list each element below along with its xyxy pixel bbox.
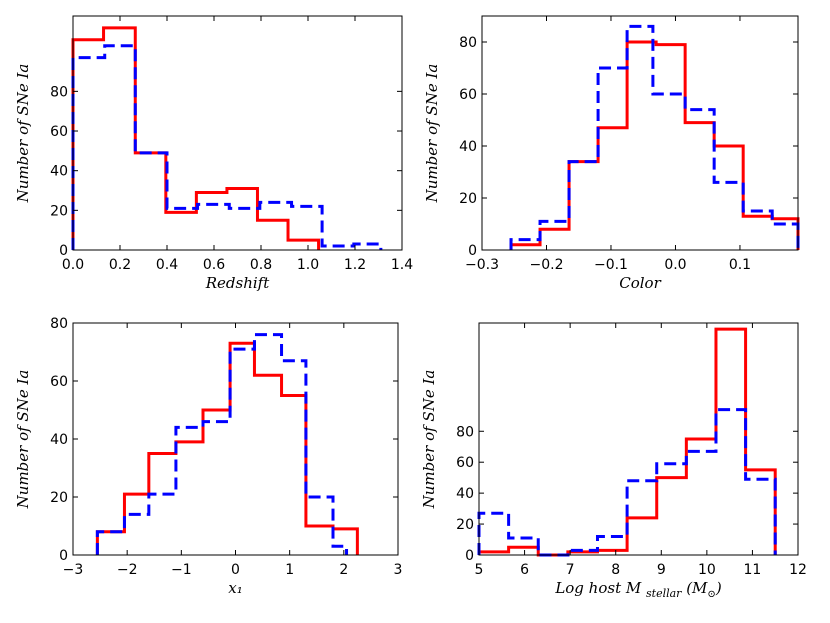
redshift-xtick-label: 0.2 [109,257,131,273]
color-ytick-label: 80 [459,35,477,51]
x1-xlabel: x₁ [228,579,242,597]
host-mass-ytick-label: 20 [456,517,474,533]
redshift-ytick-label: 40 [50,164,68,180]
x1-xtick-label: −1 [171,562,192,578]
color-xtick-label: 0.1 [729,257,751,273]
redshift-ytick-label: 0 [59,243,68,259]
color-ylabel: Number of SNe Ia [423,64,441,204]
host-mass-xtick-label: 6 [520,562,529,578]
redshift-axes-frame [72,15,403,251]
color-ytick-label: 20 [459,191,477,207]
panel-color: −0.3 −0.2 −0.1 0.0 0.1 0 20 40 60 80 Number of SNe… [423,15,800,292]
host-mass-axes-frame [478,322,799,556]
redshift-xtick-label: 0.0 [62,257,84,273]
host-mass-xtick-label: 9 [657,562,666,578]
x1-ytick-label: 0 [59,548,68,564]
redshift-ytick-label: 60 [50,124,68,140]
host-mass-xtick-label: 7 [566,562,575,578]
redshift-ytick-label: 80 [50,84,68,100]
host-mass-series-red-histogram [477,327,777,557]
host-mass-ylabel: Number of SNe Ia [420,370,438,510]
panel-host-mass: 5 6 7 8 9 10 11 12 0 20 40 60 80 Number of SNe Ia Log … [420,322,807,600]
redshift-xlabel: Redshift [205,274,270,292]
x1-series-red-histogram [95,341,359,555]
host-mass-xtick-label: 10 [698,562,716,578]
redshift-xtick-label: 0.6 [203,257,225,273]
redshift-xtick-label: 1.2 [344,257,366,273]
color-ytick-label: 40 [459,139,477,155]
color-xtick-label: 0.0 [664,257,686,273]
host-mass-ytick-label: 60 [456,455,474,471]
host-mass-xlabel: Log host M stellar (M⊙) [554,579,722,600]
redshift-ytick-label: 20 [50,203,68,219]
host-mass-xtick-label: 11 [744,562,762,578]
panel-x1: −3 −2 −1 0 1 2 3 0 20 40 60 80 Number of SNe Ia x₁ [14,316,402,597]
x1-xtick-label: 0 [231,562,240,578]
color-xtick-label: −0.3 [465,257,499,273]
host-mass-ytick-label: 80 [456,424,474,440]
host-mass-series-blue-histogram [477,408,777,557]
host-mass-xtick-label: 5 [475,562,484,578]
x1-xtick-label: −3 [63,562,84,578]
x1-ytick-label: 20 [50,490,68,506]
x1-xtick-label: 2 [339,562,348,578]
x1-ytick-label: 80 [50,316,68,332]
x1-ytick-label: 60 [50,374,68,390]
redshift-xtick-label: 1.0 [297,257,319,273]
color-series-blue-histogram [509,24,800,250]
x1-ylabel: Number of SNe Ia [14,370,32,510]
color-axes-frame [481,15,799,251]
panel-redshift: 0.0 0.2 0.4 0.6 0.8 1.0 1.2 1.4 0 20 40 60 80 Number … [14,15,413,292]
host-mass-ytick-label: 40 [456,486,474,502]
redshift-series-blue-histogram [71,44,383,250]
color-xtick-label: −0.2 [529,257,563,273]
color-xlabel: Color [619,274,661,292]
redshift-xtick-label: 0.4 [156,257,178,273]
x1-xtick-label: 1 [285,562,294,578]
x1-axes-frame [72,322,399,556]
redshift-ylabel: Number of SNe Ia [14,64,32,204]
x1-xtick-label: −2 [117,562,138,578]
x1-xtick-label: 3 [394,562,403,578]
redshift-xtick-label: 0.8 [250,257,272,273]
color-ytick-label: 60 [459,87,477,103]
redshift-series-red-histogram [71,26,321,250]
color-series-red-histogram [509,40,800,250]
host-mass-xtick-label: 8 [611,562,620,578]
x1-ytick-label: 40 [50,432,68,448]
x1-series-blue-histogram [95,333,349,555]
redshift-xtick-label: 1.4 [391,257,413,273]
host-mass-ytick-label: 0 [465,548,474,564]
color-ytick-label: 0 [468,243,477,259]
color-xtick-label: −0.1 [594,257,628,273]
host-mass-xtick-label: 12 [789,562,807,578]
